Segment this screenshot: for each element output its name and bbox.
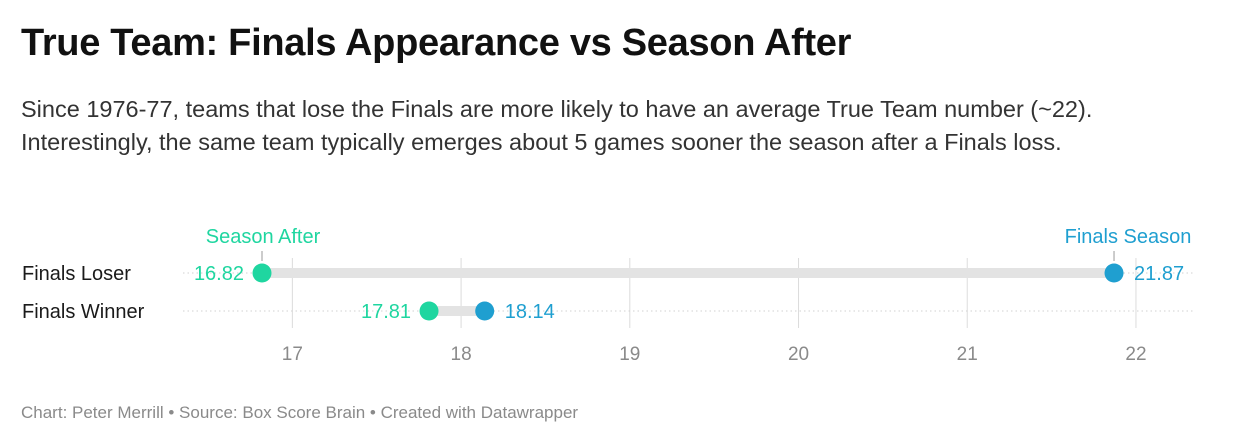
series-legend: Season After Finals Season	[206, 226, 1192, 261]
x-tick-label: 21	[957, 344, 978, 365]
finals-season-value-label: 21.87	[1134, 263, 1184, 285]
x-axis-ticks: 17 18 19 20 21 22	[282, 344, 1147, 365]
row-label: Finals Winner	[22, 301, 145, 323]
chart-row: Finals Winner 17.81 18.14	[22, 301, 1195, 323]
season-after-value-label: 17.81	[361, 301, 411, 323]
season-after-value-label: 16.82	[194, 263, 244, 285]
finals-season-value-label: 18.14	[505, 301, 555, 323]
x-tick-label: 17	[282, 344, 303, 365]
finals-season-dot	[1104, 263, 1124, 283]
x-tick-label: 18	[451, 344, 472, 365]
x-tick-label: 19	[619, 344, 640, 365]
legend-season-after: Season After	[206, 226, 321, 248]
chart-subtitle: Since 1976-77, teams that lose the Final…	[21, 96, 1093, 155]
chart-rows: Finals Loser 16.82 21.87 Finals Winner 17.81…	[22, 263, 1195, 323]
x-tick-label: 22	[1125, 344, 1146, 365]
season-after-dot	[419, 301, 439, 321]
chart-row: Finals Loser 16.82 21.87	[22, 263, 1195, 285]
chart-footer-credit: Chart: Peter Merrill • Source: Box Score…	[21, 403, 579, 422]
legend-finals-season: Finals Season	[1065, 226, 1192, 248]
finals-season-dot	[475, 301, 495, 321]
x-tick-label: 20	[788, 344, 809, 365]
row-label: Finals Loser	[22, 263, 131, 285]
season-after-dot	[252, 263, 272, 283]
chart-title: True Team: Finals Appearance vs Season A…	[21, 22, 852, 64]
